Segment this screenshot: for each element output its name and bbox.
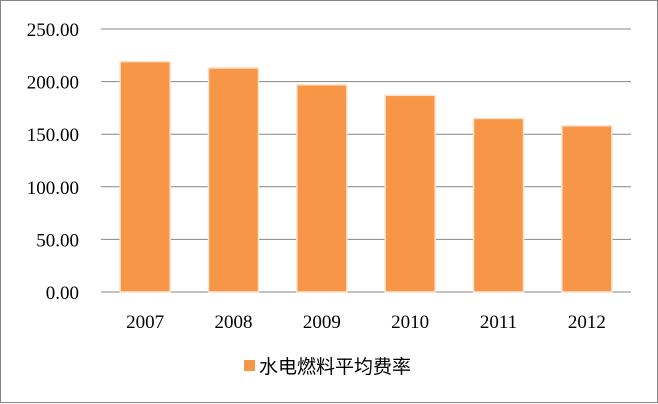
bar-2011 [472,117,525,293]
legend-label: 水电燃料平均费率 [259,356,411,378]
y-tick-label: 50.00 [36,230,79,251]
x-tick-label: 2009 [303,312,341,333]
x-tick-label: 2010 [391,312,429,333]
y-tick-label: 100.00 [27,178,79,199]
legend: 水电燃料平均费率 [244,356,411,378]
bar-2010 [384,94,436,293]
y-tick-label: 0.00 [46,283,79,304]
bar-2009 [296,84,348,293]
x-tick-label: 2007 [126,312,164,333]
bar-2008 [207,67,260,293]
x-tick-label: 2011 [480,312,517,333]
legend-swatch [244,360,255,371]
bar-2007 [119,60,171,293]
x-tick-label: 2012 [568,312,606,333]
x-axis-ticks: 2007 2008 2009 2010 2011 2012 [126,312,606,333]
y-tick-label: 250.00 [27,20,79,41]
bars [119,60,613,293]
bar-2012 [561,125,613,293]
y-axis-ticks: 0.00 50.00 100.00 150.00 200.00 250.00 [27,20,79,304]
gridlines [101,28,631,293]
y-tick-label: 150.00 [27,125,79,146]
y-tick-label: 200.00 [27,73,79,94]
x-tick-label: 2008 [215,312,253,333]
